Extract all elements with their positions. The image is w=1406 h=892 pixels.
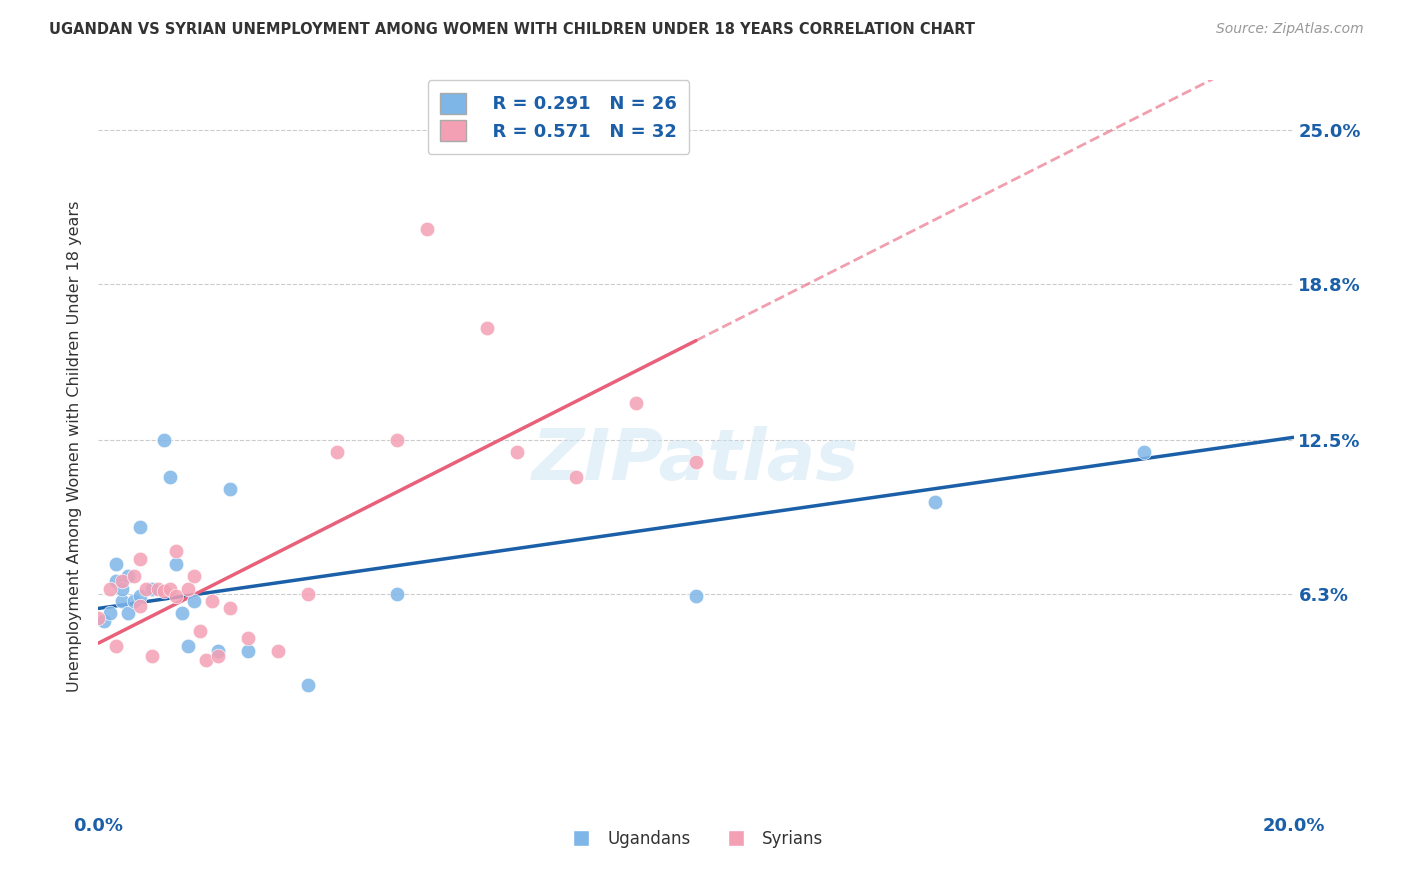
Point: [924, 495, 946, 509]
Point: [236, 631, 259, 645]
Point: [98, 582, 122, 596]
Text: Source: ZipAtlas.com: Source: ZipAtlas.com: [1216, 22, 1364, 37]
Point: [111, 594, 134, 608]
Point: [153, 433, 176, 447]
Point: [159, 470, 181, 484]
Legend: Ugandans, Syrians: Ugandans, Syrians: [562, 823, 830, 855]
Point: [105, 639, 128, 653]
Point: [124, 594, 146, 608]
Point: [129, 551, 152, 566]
Point: [297, 678, 319, 692]
Point: [385, 433, 409, 447]
Point: [111, 574, 134, 588]
Point: [129, 599, 152, 613]
Point: [201, 594, 224, 608]
Point: [626, 395, 648, 409]
Point: [183, 594, 205, 608]
Point: [685, 455, 707, 469]
Point: [153, 584, 176, 599]
Point: [385, 586, 409, 600]
Point: [188, 624, 211, 638]
Point: [111, 582, 134, 596]
Point: [159, 582, 181, 596]
Point: [506, 445, 529, 459]
Point: [117, 569, 139, 583]
Point: [219, 483, 242, 497]
Point: [236, 643, 259, 657]
Point: [129, 519, 152, 533]
Point: [105, 574, 128, 588]
Point: [267, 643, 290, 657]
Point: [105, 557, 128, 571]
Text: UGANDAN VS SYRIAN UNEMPLOYMENT AMONG WOMEN WITH CHILDREN UNDER 18 YEARS CORRELAT: UGANDAN VS SYRIAN UNEMPLOYMENT AMONG WOM…: [49, 22, 976, 37]
Point: [148, 582, 170, 596]
Point: [141, 582, 163, 596]
Point: [177, 639, 200, 653]
Point: [685, 589, 707, 603]
Point: [183, 569, 205, 583]
Y-axis label: Unemployment Among Women with Children Under 18 years: Unemployment Among Women with Children U…: [67, 201, 83, 691]
Point: [124, 569, 146, 583]
Point: [165, 589, 187, 603]
Point: [219, 601, 242, 615]
Point: [207, 643, 229, 657]
Point: [326, 445, 349, 459]
Point: [93, 614, 115, 628]
Point: [141, 648, 163, 663]
Point: [207, 648, 229, 663]
Point: [297, 586, 319, 600]
Point: [177, 582, 200, 596]
Point: [1133, 445, 1156, 459]
Point: [172, 607, 194, 621]
Point: [117, 607, 139, 621]
Point: [87, 611, 110, 625]
Point: [195, 653, 218, 667]
Text: ZIPatlas: ZIPatlas: [533, 426, 859, 495]
Point: [475, 321, 498, 335]
Point: [135, 582, 157, 596]
Point: [129, 589, 152, 603]
Point: [98, 607, 122, 621]
Point: [165, 557, 187, 571]
Point: [165, 544, 187, 558]
Point: [565, 470, 588, 484]
Point: [416, 222, 439, 236]
